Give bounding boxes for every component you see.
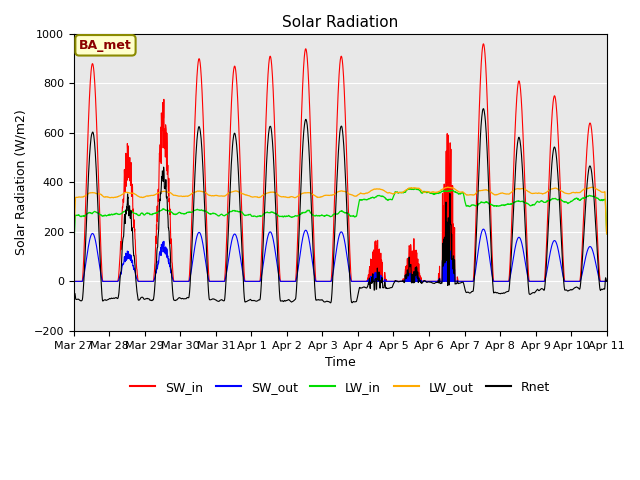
SW_out <box>571 278 579 284</box>
Legend: SW_in, SW_out, LW_in, LW_out, Rnet: SW_in, SW_out, LW_in, LW_out, Rnet <box>125 376 556 399</box>
LW_in <box>218 212 226 217</box>
Rnet <box>218 297 226 303</box>
LW_in <box>603 231 611 237</box>
SW_out <box>367 278 375 284</box>
Text: BA_met: BA_met <box>79 39 132 52</box>
SW_in <box>556 171 564 177</box>
Rnet <box>70 287 77 292</box>
SW_out <box>479 226 487 232</box>
Rnet <box>603 278 611 284</box>
LW_in <box>405 186 413 192</box>
Line: LW_in: LW_in <box>74 189 607 248</box>
SW_in <box>479 41 487 47</box>
LW_in <box>495 203 503 209</box>
LW_in <box>571 196 579 202</box>
LW_out <box>495 191 503 197</box>
LW_in <box>556 197 564 203</box>
Rnet <box>556 209 564 215</box>
Line: SW_out: SW_out <box>74 229 607 281</box>
SW_in <box>495 278 503 284</box>
SW_in <box>603 278 611 284</box>
Y-axis label: Solar Radiation (W/m2): Solar Radiation (W/m2) <box>15 109 28 255</box>
Line: LW_out: LW_out <box>74 187 607 237</box>
SW_out <box>218 278 226 284</box>
Title: Solar Radiation: Solar Radiation <box>282 15 398 30</box>
SW_out <box>556 255 564 261</box>
X-axis label: Time: Time <box>325 356 356 369</box>
LW_out <box>556 187 564 193</box>
SW_in <box>367 278 375 284</box>
Rnet <box>495 291 503 297</box>
LW_in <box>367 195 375 201</box>
SW_out <box>495 278 503 284</box>
LW_out <box>218 193 226 199</box>
LW_out <box>355 191 363 197</box>
LW_out <box>603 231 611 237</box>
Rnet <box>326 300 334 306</box>
SW_out <box>70 278 77 284</box>
SW_in <box>571 278 579 284</box>
Line: SW_in: SW_in <box>74 44 607 281</box>
Rnet <box>367 280 375 286</box>
LW_out <box>444 184 452 190</box>
LW_out <box>367 188 375 193</box>
LW_in <box>355 198 363 204</box>
Rnet <box>356 285 364 290</box>
Rnet <box>571 285 579 290</box>
SW_in <box>218 278 226 284</box>
Line: Rnet: Rnet <box>74 108 607 303</box>
LW_out <box>70 234 77 240</box>
SW_in <box>355 278 363 284</box>
SW_in <box>70 278 77 284</box>
LW_out <box>571 190 579 195</box>
LW_in <box>70 245 77 251</box>
SW_out <box>355 278 363 284</box>
Rnet <box>479 106 487 111</box>
SW_out <box>603 278 611 284</box>
